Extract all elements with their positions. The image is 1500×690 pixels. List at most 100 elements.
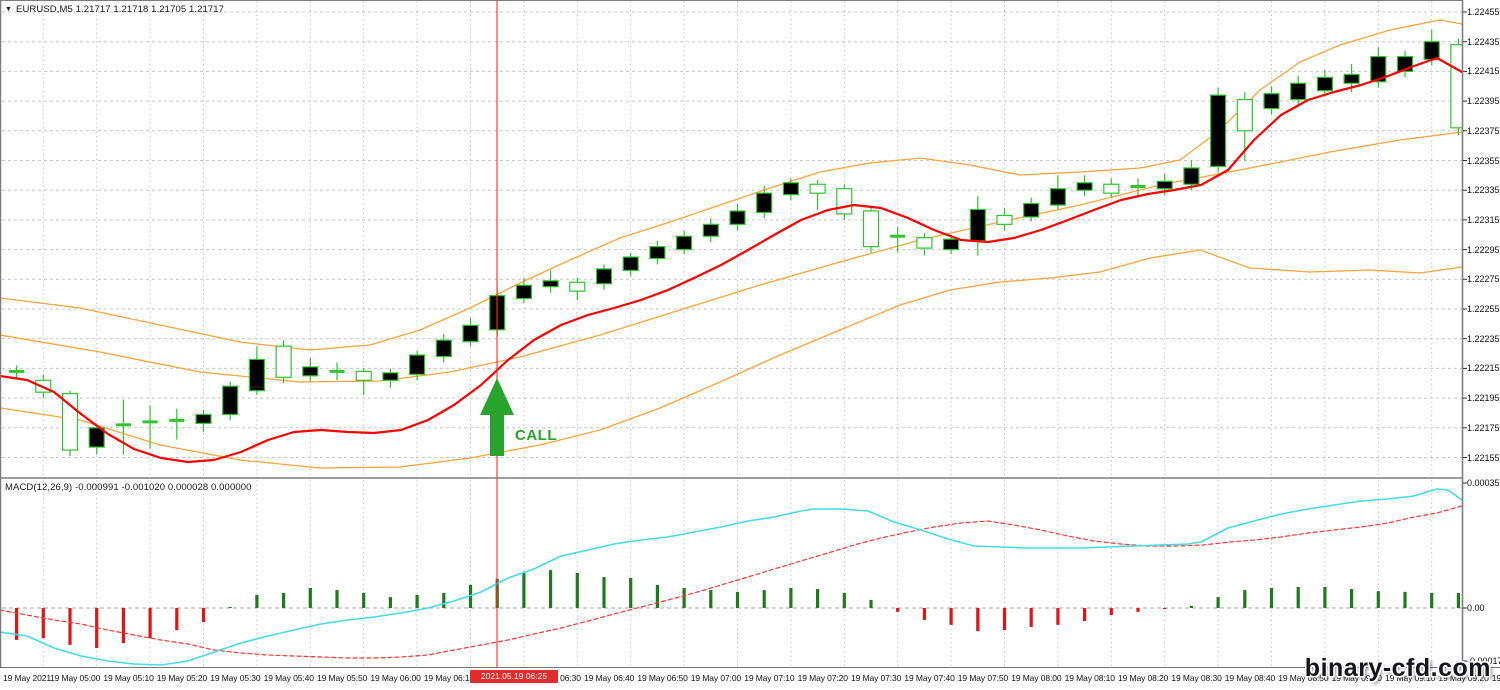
time-axis-label: 19 May 07:00 (690, 673, 742, 683)
signal-time-marker: 2021.05.19 06:25 (470, 669, 558, 683)
time-axis-label: 19 May 08:10 (1064, 673, 1115, 683)
candle-body-bull (969, 208, 986, 242)
time-axis-label: 19 May 08:40 (1224, 673, 1276, 683)
candle-body-bull (595, 268, 613, 285)
candle-body-bear (355, 370, 372, 381)
macd-axis-label: 0.00 (1467, 603, 1485, 613)
time-axis-label: 19 May 08:50 (1278, 673, 1329, 683)
time-axis-label: 19 May 05:00 (50, 673, 101, 683)
time-axis-label: 19 May 07:50 (957, 673, 1009, 683)
time-axis-label: 19 May 05:10 (103, 673, 154, 683)
candle-body-bull (1343, 73, 1360, 84)
call-arrow-icon (480, 378, 514, 456)
candle-body-bull (1023, 202, 1040, 218)
price-axis-label: 1.22355 (1467, 155, 1500, 166)
price-axis-label: 1.22195 (1467, 393, 1500, 404)
candle-body-bull (1209, 94, 1227, 168)
macd-indicator-label: MACD(12,26,9) -0.000991 -0.001020 0.0000… (5, 482, 252, 493)
candle-body-bear (1103, 183, 1120, 194)
candle-body-bear (1450, 44, 1462, 129)
candle-doji (142, 420, 158, 424)
time-axis-label: 19 May 06:10 (423, 673, 475, 683)
candle-body-bear (569, 281, 586, 292)
candle-body-bull (649, 246, 666, 260)
price-axis-label: 1.22275 (1467, 274, 1500, 285)
time-axis-label: 19 May 06:40 (584, 673, 635, 683)
price-axis-label: 1.22315 (1467, 214, 1500, 225)
time-axis-label: 19 May 09:10 (1385, 673, 1436, 683)
time-axis-label: 19 May 07:10 (744, 673, 795, 683)
candle-body-bull (1423, 41, 1440, 61)
candle-body-bull (462, 324, 479, 343)
price-axis-label: 1.22375 (1467, 125, 1500, 136)
band-lower-line (1, 249, 1462, 469)
price-axis-label: 1.22395 (1467, 96, 1500, 107)
candle-body-bull (942, 238, 960, 251)
candles-layer (9, 29, 1462, 457)
candle-body-bull (248, 358, 265, 392)
time-axis-label: 19 May 09: (1491, 673, 1500, 683)
candle-doji (115, 423, 131, 427)
candle-body-bear (862, 210, 880, 248)
time-axis-label: 19 May 08:30 (1171, 673, 1222, 683)
candle-doji (169, 418, 185, 422)
time-axis-label: 19 May 08:00 (1011, 673, 1062, 683)
time-axis-label: 19 May 05:30 (210, 673, 261, 683)
candle-body-bear (996, 214, 1013, 225)
candle-body-bear (809, 183, 826, 194)
macd-signal-line (1, 505, 1462, 659)
price-axis-label: 1.22335 (1467, 185, 1500, 196)
price-axis-label: 1.22155 (1467, 452, 1500, 463)
time-axis-label: 19 May 07:20 (797, 673, 848, 683)
candle-body-bull (1183, 167, 1200, 185)
candle-body-bull (382, 372, 399, 381)
price-axis-label: 1.22455 (1467, 7, 1500, 17)
candle-body-bull (622, 256, 639, 271)
time-axis-label: 19 May 05:50 (317, 673, 368, 683)
chart-title-bar: ▼ EURUSD,M5 1.21717 1.21718 1.21705 1.217… (5, 4, 224, 15)
call-signal-label: CALL (515, 427, 557, 444)
time-axis-label: 19 May 09:20 (1438, 673, 1489, 683)
ma-line (1, 56, 1462, 464)
candle-body-bull (675, 235, 693, 251)
price-axis-label: 1.22235 (1467, 333, 1500, 344)
price-axis-label: 1.22435 (1467, 36, 1500, 47)
macd-axis-label: -0.000172 (1467, 656, 1500, 666)
candle-body-bull (1049, 188, 1067, 206)
price-axis-label: 1.22255 (1467, 304, 1500, 314)
symbol-dropdown-icon[interactable]: ▼ (5, 6, 13, 13)
candle-body-bull (542, 280, 559, 288)
band-middle-line (1, 131, 1462, 383)
candle-body-bear (275, 345, 292, 378)
candle-body-bull (302, 366, 319, 377)
candle-doji (1130, 184, 1146, 188)
candle-body-bull (1263, 93, 1280, 110)
candle-doji (329, 369, 345, 373)
time-axis-label: 19 May 2021 (3, 673, 52, 683)
price-axis-label: 1.22215 (1467, 363, 1500, 374)
candle-body-bull (195, 413, 212, 424)
time-axis-label: 19 May 06:50 (637, 673, 688, 683)
price-axis-label: 1.22175 (1467, 422, 1500, 433)
candle-body-bull (435, 339, 452, 358)
candle-body-bull (409, 354, 426, 375)
time-axis-label: 19 May 05:20 (156, 673, 208, 683)
macd-panel (1, 488, 1462, 666)
price-axis-label: 1.22295 (1467, 244, 1500, 255)
price-axis-label: 1.22415 (1467, 66, 1500, 77)
candle-body-bull (756, 192, 773, 214)
macd-axis-label: 0.000356 (1467, 478, 1500, 488)
candle-doji (9, 369, 25, 373)
candle-body-bull (1076, 182, 1093, 191)
time-axis-label: 19 May 07:30 (851, 673, 902, 683)
time-axis-label: 19 May 05:40 (263, 673, 314, 683)
candle-body-bull (782, 182, 800, 196)
time-axis[interactable]: 19 May 2021 19 May 05:00 19 May 05:10 19 Ma… (0, 668, 1500, 690)
time-axis-label: 19 May 07:40 (904, 673, 955, 683)
candle-body-bull (515, 284, 533, 300)
symbol-ohlc-readout: EURUSD,M5 1.21717 1.21718 1.21705 1.2171… (16, 4, 225, 15)
watermark: binary-cfd.com (1304, 654, 1491, 682)
candle-body-bull (1156, 180, 1173, 190)
time-axis-label: 19 May 08:20 (1118, 673, 1169, 683)
